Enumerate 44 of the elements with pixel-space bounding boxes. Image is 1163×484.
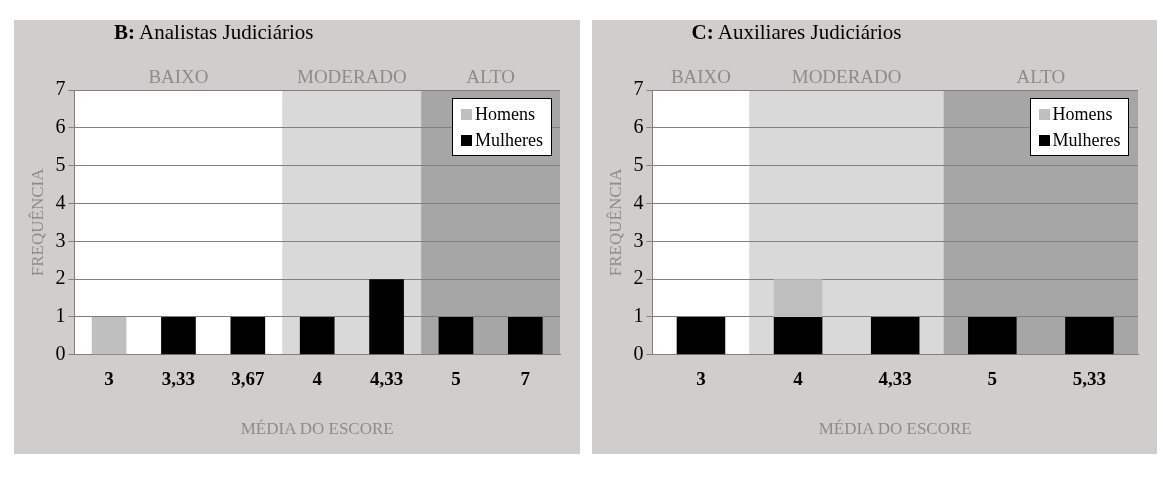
y-tick-label: 6 — [632, 115, 643, 138]
y-tick-label: 4 — [632, 190, 643, 213]
y-tick-label: 1 — [55, 304, 66, 327]
y-tick-label: 2 — [632, 266, 643, 289]
x-tick-label: 7 — [520, 368, 531, 390]
x-tick-label: 4,33 — [878, 368, 912, 390]
band-label: BAIXO — [670, 66, 731, 88]
x-tick-label: 5 — [987, 368, 997, 390]
y-tick-label: 4 — [55, 190, 66, 213]
band-label: MODERADO — [791, 66, 902, 88]
chart-title: C: Auxiliares Judiciários — [691, 20, 902, 45]
legend-label: Mulheres — [1051, 128, 1121, 152]
y-tick-label: 2 — [55, 266, 66, 289]
y-tick-label: 3 — [55, 228, 66, 251]
x-axis-title: MÉDIA DO ESCORE — [240, 419, 394, 439]
x-tick-label: 5,33 — [1072, 368, 1106, 390]
band-label: MODERADO — [297, 66, 407, 88]
legend-label: Homens — [474, 102, 536, 126]
y-tick-label: 0 — [55, 342, 66, 365]
chart-title: B: Analistas Judiciários — [114, 20, 314, 45]
y-axis-title: FREQUÊNCIA — [27, 167, 47, 277]
y-tick-label: 0 — [632, 342, 643, 365]
x-axis-title: MÉDIA DO ESCORE — [818, 419, 972, 439]
y-axis-title: FREQUÊNCIA — [605, 167, 625, 277]
x-tick-label: 4 — [312, 368, 323, 390]
legend-label: Mulheres — [474, 128, 543, 152]
legend-label: Homens — [1051, 102, 1114, 126]
y-tick-label: 3 — [632, 228, 643, 251]
y-tick-label: 5 — [632, 152, 643, 175]
band-label: ALTO — [1016, 66, 1065, 88]
y-tick-label: 6 — [55, 115, 66, 138]
x-tick-label: 3,33 — [161, 368, 196, 390]
x-tick-label: 3 — [104, 368, 114, 390]
y-tick-label: 1 — [632, 304, 643, 327]
x-tick-label: 4,33 — [369, 368, 404, 390]
y-tick-label: 5 — [55, 152, 66, 175]
x-tick-label: 3,67 — [231, 368, 265, 390]
band-label: ALTO — [466, 66, 515, 88]
x-tick-label: 5 — [451, 368, 461, 390]
x-tick-label: 3 — [695, 368, 706, 390]
y-tick-label: 7 — [632, 77, 643, 100]
band-label: BAIXO — [148, 66, 209, 88]
x-tick-label: 4 — [792, 368, 803, 390]
y-tick-label: 7 — [55, 77, 66, 100]
